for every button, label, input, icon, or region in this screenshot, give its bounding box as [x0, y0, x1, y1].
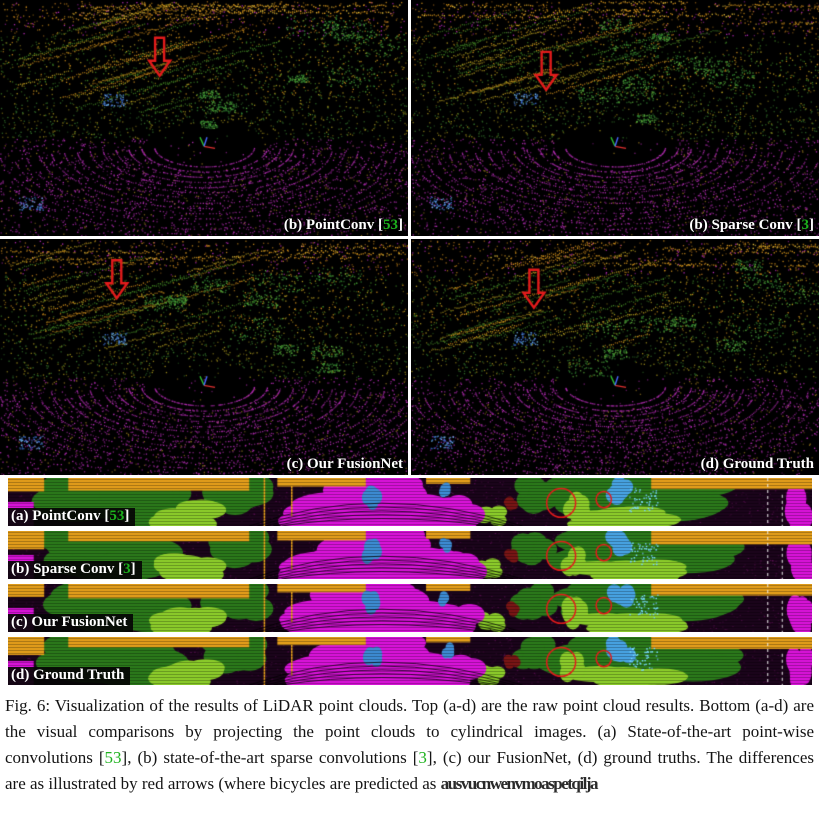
projection-image-pointconv — [8, 478, 812, 526]
strip-label-ground-truth: (d) Ground Truth — [8, 667, 131, 685]
strip-label-sparse-conv: (b) Sparse Conv [3] — [8, 561, 142, 579]
strip-label-fusionnet: (c) Our FusionNet — [8, 614, 134, 632]
pointcloud-grid: (b) PointConv [53] (b) Sparse Conv [3] (… — [0, 0, 819, 475]
panel-ground-truth: (d) Ground Truth — [411, 239, 819, 475]
figure-caption: Fig. 6: Visualization of the results of … — [5, 693, 814, 797]
caption-text: Fig. 6: Visualization of the results of … — [5, 696, 814, 767]
panel-label-text: (b) Sparse Conv [ — [689, 217, 802, 233]
panel-label-text: ] — [398, 217, 403, 233]
panel-label-text: (b) PointConv [ — [283, 217, 383, 233]
citation-number: 3 — [801, 217, 810, 233]
panel-label-fusionnet: (c) Our FusionNet — [287, 456, 403, 473]
panel-label-ground-truth: (d) Ground Truth — [701, 456, 814, 473]
citation-number: 53 — [383, 217, 398, 233]
strip-fusionnet: (c) Our FusionNet — [8, 584, 812, 632]
panel-label-pointconv: (b) PointConv [53] — [284, 217, 403, 234]
panel-pointconv: (b) PointConv [53] — [0, 0, 408, 236]
strip-pointconv: (a) PointConv [53] — [8, 478, 812, 526]
strip-label-text: (c) Our FusionNet — [11, 614, 128, 630]
panel-label-text: (d) Ground Truth — [700, 456, 814, 472]
citation-number: 53 — [109, 508, 125, 524]
citation-link[interactable]: 53 — [104, 748, 122, 767]
strip-label-text: ] — [124, 508, 130, 524]
strip-ground-truth: (d) Ground Truth — [8, 637, 812, 685]
caption-text: ], (c) our FusionNet, (d) ground truths.… — [5, 748, 814, 793]
panel-label-text: ] — [809, 217, 814, 233]
pointcloud-image-sparse-conv — [411, 0, 819, 236]
panel-fusionnet: (c) Our FusionNet — [0, 239, 408, 475]
citation-number: 3 — [123, 561, 131, 577]
strip-label-text: (d) Ground Truth — [11, 667, 125, 683]
figure-6: (b) PointConv [53] (b) Sparse Conv [3] (… — [0, 0, 819, 797]
projection-image-fusionnet — [8, 584, 812, 632]
panel-label-sparse-conv: (b) Sparse Conv [3] — [689, 217, 814, 234]
pointcloud-image-pointconv — [0, 0, 408, 236]
projection-image-ground-truth — [8, 637, 812, 685]
strip-label-text: (a) PointConv [ — [11, 508, 110, 524]
projection-image-sparse-conv — [8, 531, 812, 579]
strip-sparse-conv: (b) Sparse Conv [3] — [8, 531, 812, 579]
caption-text: ausvucnwenvmoaspetqilja — [440, 774, 599, 793]
strip-label-text: (b) Sparse Conv [ — [11, 561, 124, 577]
panel-label-text: (c) Our FusionNet — [286, 456, 403, 472]
strip-label-text: ] — [130, 561, 136, 577]
pointcloud-image-ground-truth — [411, 239, 819, 475]
caption-text: ], (b) state-of-the-art sparse convoluti… — [121, 748, 419, 767]
panel-sparse-conv: (b) Sparse Conv [3] — [411, 0, 819, 236]
projection-strips: (a) PointConv [53] (b) Sparse Conv [3] (… — [8, 478, 812, 685]
strip-label-pointconv: (a) PointConv [53] — [8, 508, 136, 526]
pointcloud-image-fusionnet — [0, 239, 408, 475]
citation-link[interactable]: 3 — [418, 748, 427, 767]
